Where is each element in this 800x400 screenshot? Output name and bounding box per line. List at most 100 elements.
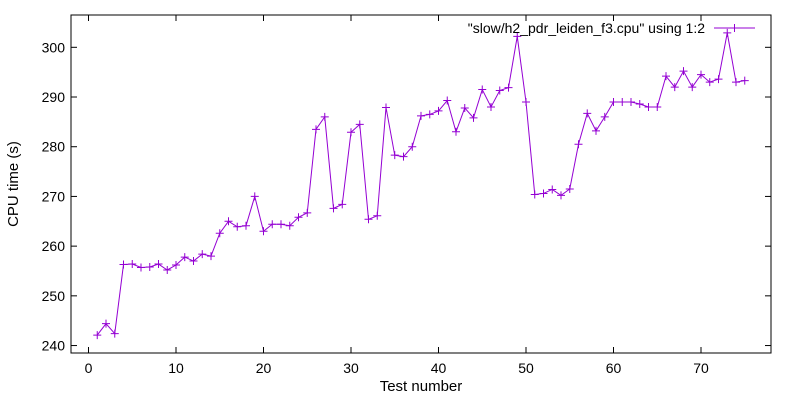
data-point-marker bbox=[723, 28, 732, 37]
plot-area-group bbox=[70, 14, 772, 354]
y-tick-label: 290 bbox=[42, 89, 66, 105]
data-point-marker bbox=[644, 102, 653, 111]
data-point-marker bbox=[399, 152, 408, 161]
data-point-marker bbox=[259, 227, 268, 236]
data-point-marker bbox=[364, 215, 373, 224]
y-tick-label: 300 bbox=[42, 39, 66, 55]
data-point-marker bbox=[627, 97, 635, 106]
x-tick-label: 40 bbox=[431, 360, 447, 376]
data-point-marker bbox=[207, 252, 215, 261]
legend-label: "slow/h2_pdr_leiden_f3.cpu" using 1:2 bbox=[468, 20, 705, 36]
x-tick-label: 30 bbox=[343, 360, 359, 376]
y-tick-label: 260 bbox=[42, 238, 66, 254]
data-point-marker bbox=[102, 319, 110, 328]
data-point-marker bbox=[574, 140, 583, 149]
data-point-marker bbox=[539, 189, 548, 198]
x-axis: 0 10 20 30 40 50 60 70 bbox=[85, 15, 709, 376]
data-point-marker bbox=[662, 72, 670, 81]
data-point-marker bbox=[355, 120, 364, 129]
data-point-marker bbox=[250, 192, 259, 201]
data-point-marker bbox=[198, 250, 207, 259]
data-point-marker bbox=[189, 257, 198, 266]
data-point-marker bbox=[145, 263, 154, 272]
x-tick-label: 20 bbox=[256, 360, 272, 376]
data-point-marker bbox=[320, 112, 329, 121]
data-point-marker bbox=[233, 222, 242, 231]
data-point-marker bbox=[478, 85, 487, 94]
data-point-marker bbox=[224, 217, 233, 226]
data-point-marker bbox=[688, 83, 697, 92]
data-point-marker bbox=[565, 184, 574, 193]
data-point-marker bbox=[93, 331, 102, 340]
data-point-marker bbox=[425, 110, 434, 119]
series-layer bbox=[93, 28, 749, 340]
plot-frame bbox=[70, 14, 772, 354]
x-tick-label: 60 bbox=[606, 360, 622, 376]
data-point-marker bbox=[452, 127, 460, 136]
data-point-marker bbox=[434, 106, 443, 115]
data-point-marker bbox=[513, 32, 522, 41]
data-point-marker bbox=[277, 220, 285, 229]
data-point-marker bbox=[679, 67, 688, 76]
data-point-marker bbox=[373, 211, 382, 220]
data-point-marker bbox=[312, 125, 320, 134]
data-point-marker bbox=[443, 96, 452, 105]
x-axis-label: Test number bbox=[380, 378, 463, 395]
data-point-marker bbox=[548, 185, 557, 194]
data-point-marker bbox=[390, 151, 399, 160]
data-point-marker bbox=[714, 75, 723, 84]
legend-marker bbox=[730, 24, 739, 32]
data-point-marker bbox=[128, 260, 137, 269]
data-point-marker bbox=[417, 111, 425, 120]
data-point-marker bbox=[347, 128, 355, 137]
data-point-marker bbox=[600, 112, 609, 121]
data-point-marker bbox=[697, 70, 705, 79]
y-tick-label: 240 bbox=[42, 338, 66, 354]
data-point-marker bbox=[329, 204, 338, 213]
data-point-marker bbox=[522, 97, 530, 106]
series-line bbox=[96, 32, 745, 336]
y-tick-label: 270 bbox=[42, 188, 66, 204]
data-point-marker bbox=[495, 86, 504, 95]
data-point-marker bbox=[180, 253, 189, 262]
x-tick-label: 70 bbox=[693, 360, 709, 376]
data-point-marker bbox=[172, 261, 180, 270]
data-point-marker bbox=[609, 97, 618, 106]
data-point-marker bbox=[732, 78, 740, 87]
legend: "slow/h2_pdr_leiden_f3.cpu" using 1:2 bbox=[468, 20, 755, 36]
y-tick-label: 250 bbox=[42, 288, 66, 304]
data-point-marker bbox=[338, 200, 347, 209]
x-tick-label: 50 bbox=[518, 360, 534, 376]
data-point-marker bbox=[242, 221, 250, 230]
data-point-marker bbox=[163, 265, 172, 274]
data-point-marker bbox=[215, 229, 224, 238]
data-point-marker bbox=[469, 113, 478, 122]
data-point-marker bbox=[635, 99, 644, 108]
data-point-marker bbox=[294, 213, 303, 222]
data-point-marker bbox=[740, 76, 749, 85]
data-point-marker bbox=[303, 208, 312, 217]
data-point-marker bbox=[705, 78, 714, 87]
y-axis-label: CPU time (s) bbox=[5, 141, 22, 227]
data-point-marker bbox=[653, 102, 662, 111]
data-point-marker bbox=[618, 97, 627, 106]
data-point-marker bbox=[583, 109, 592, 118]
y-tick-label: 280 bbox=[42, 139, 66, 155]
data-point-marker bbox=[592, 126, 600, 135]
data-point-marker bbox=[530, 190, 539, 199]
data-point-marker bbox=[504, 83, 513, 92]
data-point-marker bbox=[154, 260, 163, 269]
data-point-marker bbox=[268, 220, 277, 229]
data-point-marker bbox=[119, 260, 128, 269]
data-point-marker bbox=[408, 142, 417, 151]
data-point-marker bbox=[285, 221, 294, 230]
y-axis: 240 250 260 270 280 290 300 bbox=[42, 39, 771, 354]
data-point-marker bbox=[670, 83, 679, 92]
data-point-marker bbox=[137, 263, 145, 272]
data-point-marker bbox=[557, 191, 565, 200]
data-point-marker bbox=[460, 103, 469, 112]
x-tick-label: 0 bbox=[85, 360, 93, 376]
data-point-marker bbox=[110, 329, 119, 338]
x-tick-label: 10 bbox=[168, 360, 184, 376]
